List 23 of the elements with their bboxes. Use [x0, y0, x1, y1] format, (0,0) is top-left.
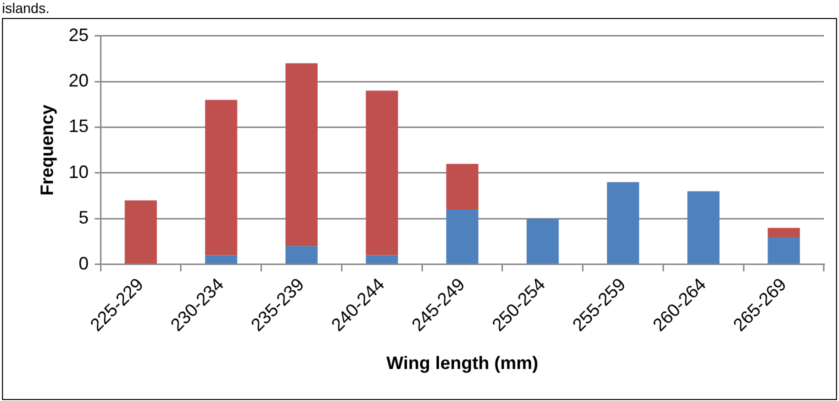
y-tick-label: 10 [68, 162, 89, 182]
bar [285, 63, 318, 246]
bar [446, 164, 478, 210]
text: islands. [2, 0, 50, 16]
x-axis-title: Wing length (mm) [386, 353, 538, 374]
y-tick-label: 15 [68, 116, 89, 136]
bar [606, 182, 640, 264]
bar [687, 191, 720, 264]
bar [124, 200, 157, 264]
bar [366, 255, 398, 264]
y-tick-label: 5 [78, 208, 89, 228]
bar [768, 236, 800, 264]
bar [205, 255, 238, 264]
y-tick-label: 0 [78, 253, 89, 274]
y-tick-label: 20 [68, 70, 89, 90]
y-tick-label: 25 [68, 24, 89, 45]
bar [446, 210, 478, 264]
bar [366, 90, 398, 256]
bar [285, 246, 318, 264]
bar [768, 228, 800, 237]
bar [526, 218, 559, 264]
y-axis-title: Frequency [36, 104, 57, 196]
bar [205, 100, 238, 256]
